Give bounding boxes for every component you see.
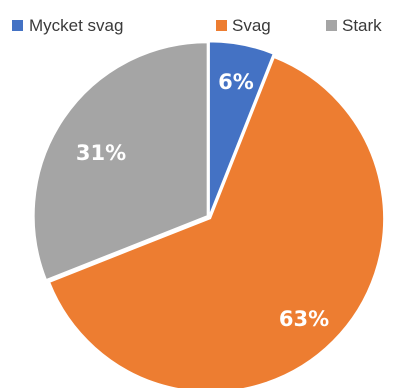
legend-swatch-mycket-svag (12, 20, 23, 31)
data-label-stark: 31% (76, 141, 126, 165)
pie-slice-svag (49, 57, 385, 388)
pie-data-labels: 6% 63% 31% (76, 70, 329, 331)
pie-slice-stark (33, 42, 208, 281)
data-label-mycket-svag: 6% (218, 70, 254, 94)
pie-slice-mycket-svag (208, 41, 274, 216)
pie-slices (33, 41, 385, 388)
legend-label-stark: Stark (342, 16, 382, 35)
legend: Mycket svag Svag Stark (12, 16, 382, 35)
legend-label-mycket-svag: Mycket svag (29, 16, 123, 35)
legend-swatch-svag (216, 20, 227, 31)
legend-swatch-stark (326, 20, 337, 31)
legend-label-svag: Svag (232, 16, 271, 35)
data-label-svag: 63% (279, 307, 329, 331)
